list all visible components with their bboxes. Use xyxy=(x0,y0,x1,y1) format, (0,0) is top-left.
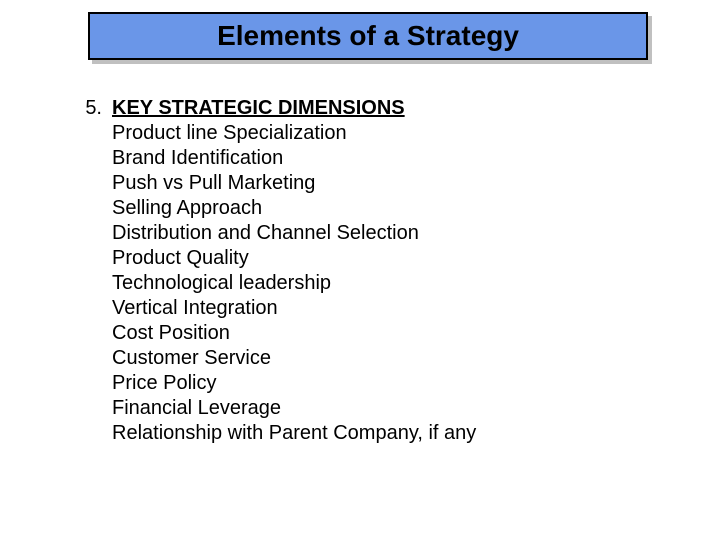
list-items: Product line SpecializationBrand Identif… xyxy=(112,121,650,446)
list-heading: KEY STRATEGIC DIMENSIONS xyxy=(112,96,405,121)
list-number: 5. xyxy=(70,96,112,121)
list-item: Financial Leverage xyxy=(112,396,650,421)
list-item: Cost Position xyxy=(112,321,650,346)
list-item: Product Quality xyxy=(112,246,650,271)
list-item: Relationship with Parent Company, if any xyxy=(112,421,650,446)
list-item: Selling Approach xyxy=(112,196,650,221)
list-item: Customer Service xyxy=(112,346,650,371)
slide-title-container: Elements of a Strategy xyxy=(88,12,648,60)
list-item: Price Policy xyxy=(112,371,650,396)
list-item: Vertical Integration xyxy=(112,296,650,321)
list-item: Product line Specialization xyxy=(112,121,650,146)
slide-title: Elements of a Strategy xyxy=(217,20,519,52)
list-item: Brand Identification xyxy=(112,146,650,171)
list-item: Technological leadership xyxy=(112,271,650,296)
list-heading-row: 5. KEY STRATEGIC DIMENSIONS xyxy=(70,96,650,121)
list-item: Push vs Pull Marketing xyxy=(112,171,650,196)
content-area: 5. KEY STRATEGIC DIMENSIONS Product line… xyxy=(70,96,650,446)
title-box: Elements of a Strategy xyxy=(88,12,648,60)
list-item: Distribution and Channel Selection xyxy=(112,221,650,246)
